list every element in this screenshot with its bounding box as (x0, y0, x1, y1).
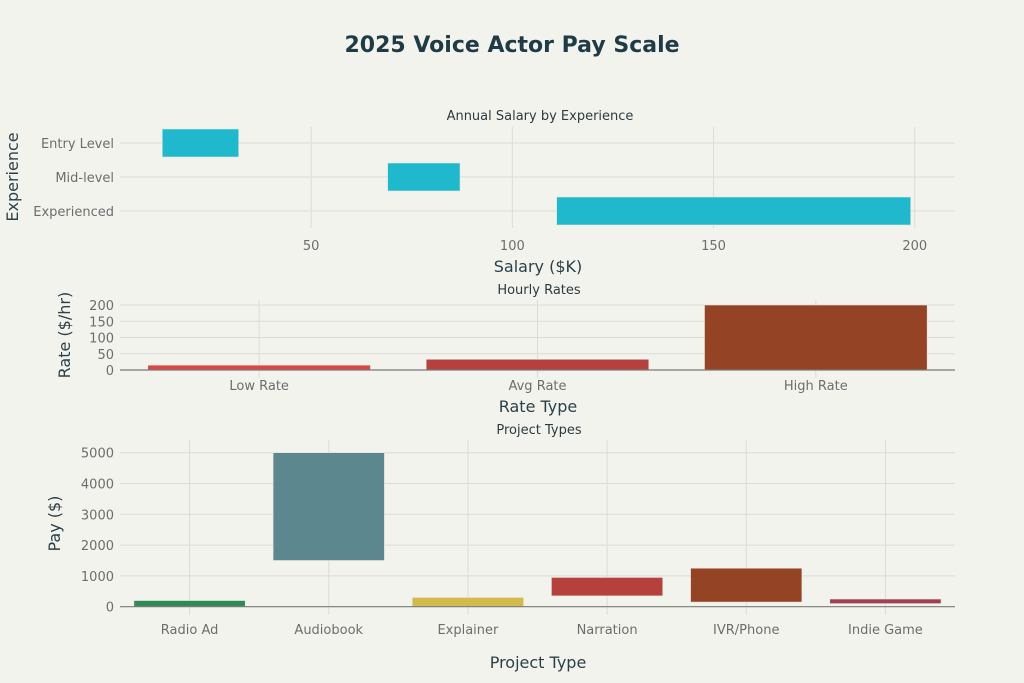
y-tick-label: 100 (89, 332, 114, 347)
x-tick-label: Narration (577, 623, 638, 638)
bar-explainer (411, 597, 524, 608)
bar-entry-level (161, 128, 240, 158)
y-tick-label: 4000 (81, 478, 114, 493)
subplot-title: Project Types (496, 423, 581, 438)
chart-title: 2025 Voice Actor Pay Scale (344, 33, 679, 58)
x-axis-label: Salary ($K) (494, 257, 583, 276)
x-axis-label: Project Type (490, 653, 587, 672)
x-tick-label: 150 (701, 239, 726, 254)
subplot-title: Annual Salary by Experience (447, 109, 634, 124)
y-axis-label: Experience (3, 132, 22, 221)
x-axis-label: Rate Type (499, 397, 578, 416)
y-tick-label: 200 (89, 299, 114, 314)
x-tick-label: 50 (303, 239, 320, 254)
bar-audiobook (272, 452, 385, 561)
y-tick-label: 5000 (81, 447, 114, 462)
y-tick-label: Entry Level (41, 137, 114, 152)
y-tick-label: 50 (97, 348, 114, 363)
bar-mid-level (387, 162, 461, 192)
x-tick-label: Low Rate (229, 379, 289, 394)
y-tick-label: Mid-level (55, 171, 114, 186)
x-tick-label: 200 (902, 239, 927, 254)
bar-indie-game (829, 598, 942, 604)
y-tick-label: 0 (106, 364, 114, 379)
x-tick-label: Explainer (437, 623, 499, 638)
x-tick-label: IVR/Phone (713, 623, 779, 638)
bar-low-rate (147, 364, 371, 371)
x-tick-label: Audiobook (294, 623, 363, 638)
x-tick-label: High Rate (784, 379, 848, 394)
y-axis-label: Pay ($) (45, 496, 64, 552)
y-tick-label: 0 (106, 601, 114, 616)
bar-ivr-phone (690, 567, 803, 603)
x-tick-label: Indie Game (848, 623, 923, 638)
bar-high-rate (704, 304, 928, 371)
x-tick-label: Radio Ad (161, 623, 219, 638)
y-tick-label: 1000 (81, 570, 114, 585)
x-tick-label: 100 (500, 239, 525, 254)
bar-experienced (556, 196, 912, 226)
x-tick-label: Avg Rate (508, 379, 566, 394)
bar-radio-ad (133, 600, 246, 607)
y-tick-label: 150 (89, 315, 114, 330)
project-chart: Project Types 0 1000 2000 3000 4000 5000 Radio … (45, 423, 955, 672)
subplot-title: Hourly Rates (497, 283, 581, 298)
bar-narration (551, 577, 664, 597)
salary-chart: Annual Salary by Experience 50 100 150 200 En… (3, 109, 955, 276)
y-tick-label: 2000 (81, 539, 114, 554)
y-tick-label: Experienced (33, 205, 114, 220)
y-axis-label: Rate ($/hr) (55, 292, 74, 379)
bar-avg-rate (425, 358, 650, 371)
y-tick-label: 3000 (81, 508, 114, 523)
